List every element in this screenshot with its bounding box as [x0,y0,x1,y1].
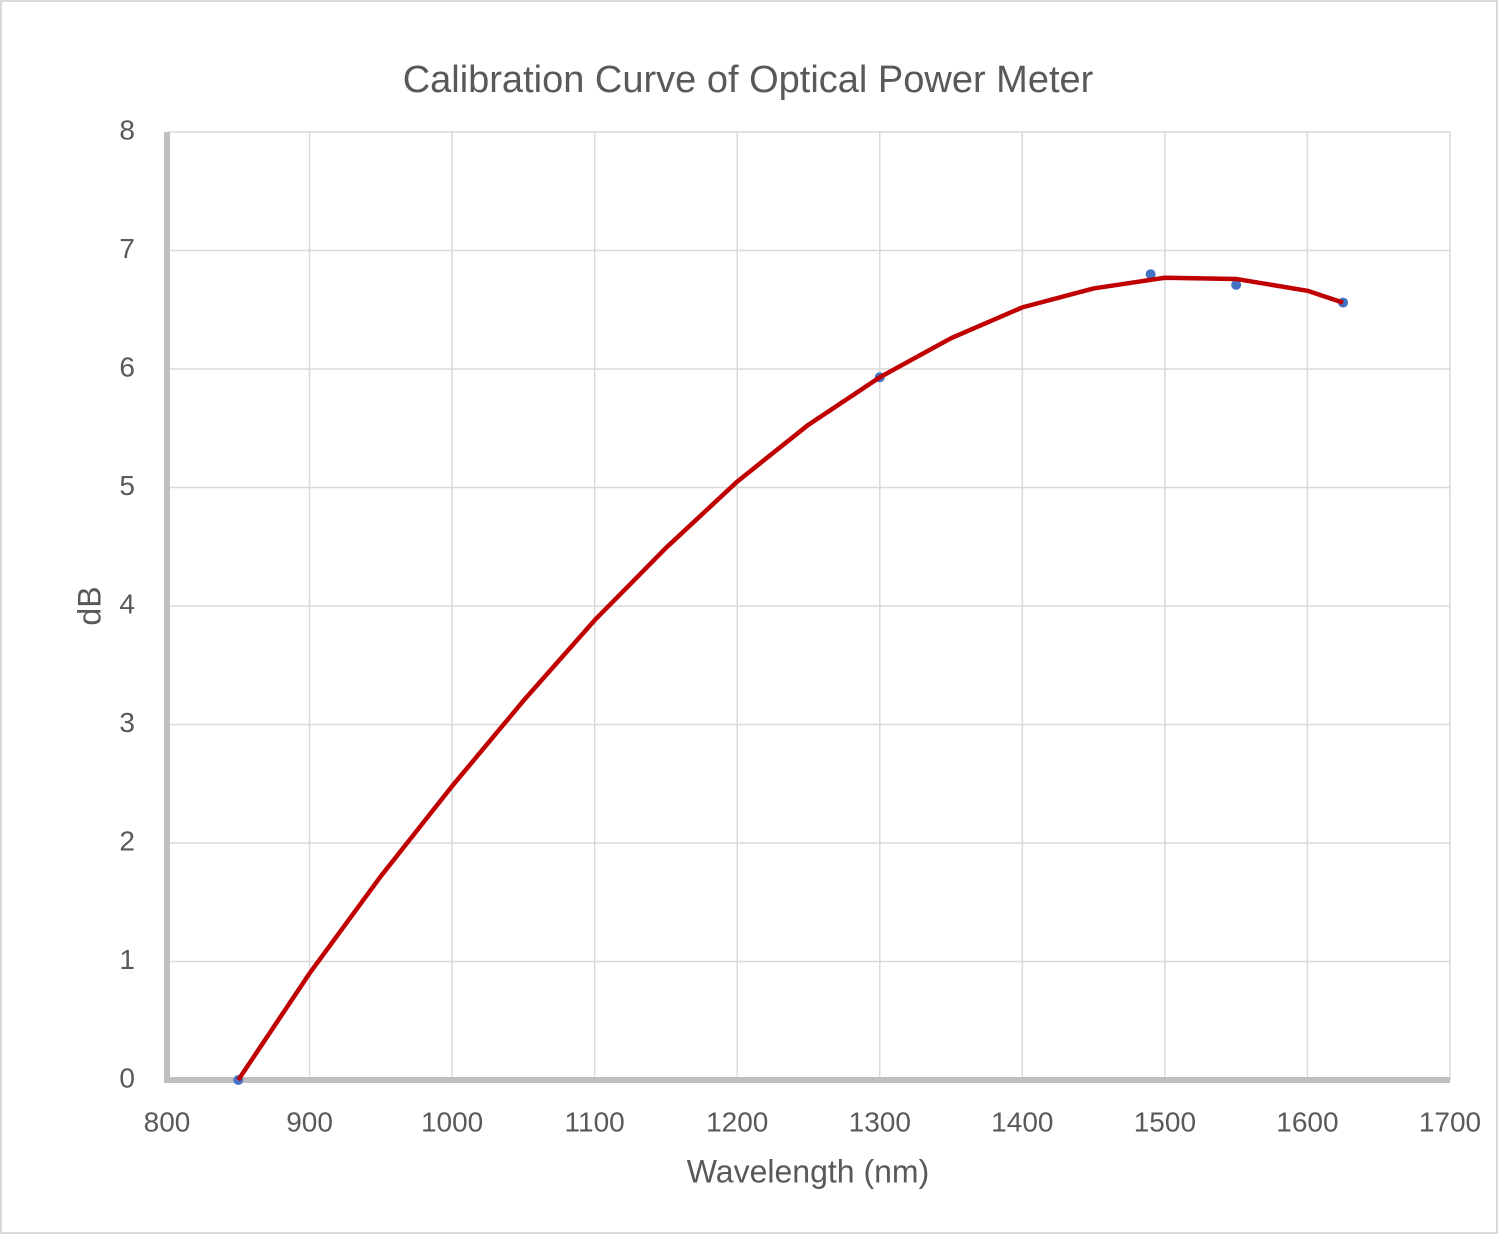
x-tick-label: 1400 [991,1106,1053,1137]
y-tick-label: 0 [119,1062,135,1093]
y-tick-label: 3 [119,707,135,738]
x-tick-label: 900 [286,1106,333,1137]
y-tick-label: 7 [119,233,135,264]
x-tick-label: 1000 [421,1106,483,1137]
axes: 0 1 2 3 4 5 6 7 8 800 900 1000 1100 1200 1300 1400 1500 1… [119,114,1481,1137]
y-tick-label: 1 [119,944,135,975]
x-tick-label: 1500 [1134,1106,1196,1137]
x-tick-label: 1200 [706,1106,768,1137]
y-axis-label: dB [71,586,107,625]
x-axis-label: Wavelength (nm) [687,1153,929,1189]
marks [233,269,1349,1085]
x-tick-label: 800 [144,1106,191,1137]
y-tick-label: 2 [119,825,135,856]
scatter-point [1231,279,1242,290]
x-tick-label: 1700 [1419,1106,1481,1137]
x-tick-label: 1100 [565,1106,625,1137]
grid [166,131,1451,1081]
y-tick-label: 8 [119,114,135,145]
y-tick-label: 4 [119,588,135,619]
x-tick-label: 1300 [849,1106,911,1137]
chart-title: Calibration Curve of Optical Power Meter [403,59,1094,101]
trend-line [236,275,1344,1082]
scatter-point [1145,269,1156,280]
x-tick-label: 1600 [1276,1106,1338,1137]
y-tick-label: 5 [119,470,135,501]
y-tick-label: 6 [119,351,135,382]
